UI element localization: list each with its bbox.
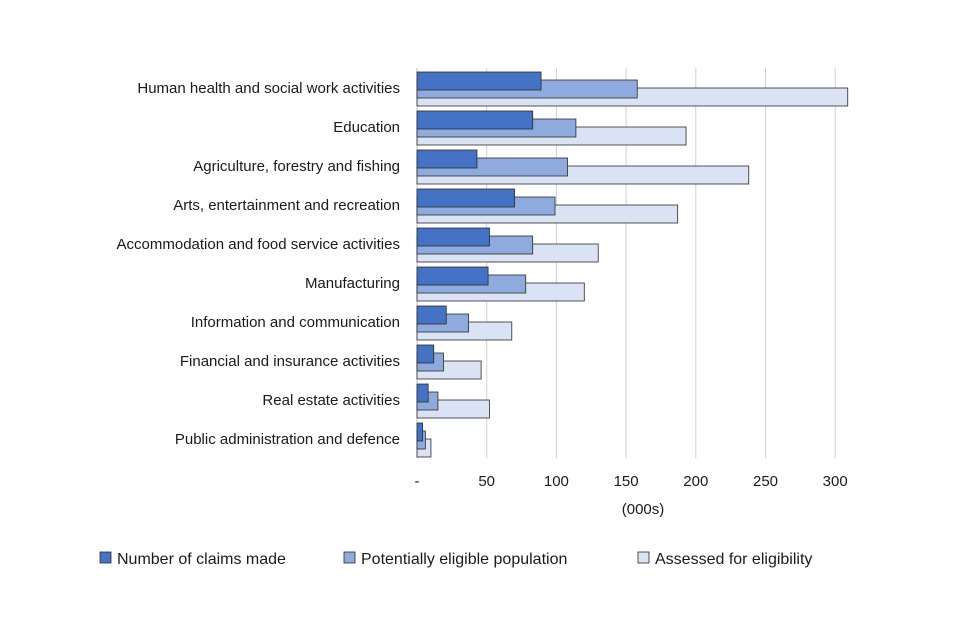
bar-number-of-claims-made: [416, 188, 515, 208]
bar-number-of-claims-made: [416, 227, 490, 247]
bar-number-of-claims-made: [416, 110, 534, 130]
legend-item: Number of claims made: [99, 551, 286, 568]
category-label: Real estate activities: [262, 392, 400, 409]
bar-number-of-claims-made: [416, 383, 429, 403]
legend-label: Assessed for eligibility: [655, 551, 812, 568]
category-label: Manufacturing: [305, 275, 400, 292]
category-label: Arts, entertainment and recreation: [173, 197, 400, 214]
legend-item: Potentially eligible population: [343, 551, 567, 568]
category-labels: Human health and social work activities E…: [117, 80, 400, 448]
bars: [416, 71, 849, 458]
legend-label: Potentially eligible population: [361, 551, 567, 568]
legend-label: Number of claims made: [117, 551, 286, 568]
x-axis-tick-labels: - 50 100 150 200 250 300: [415, 473, 848, 490]
x-tick-label: 300: [823, 473, 848, 490]
x-axis-unit-label: (000s): [622, 501, 665, 518]
legend: Number of claims made Potentially eligibl…: [99, 551, 812, 568]
x-tick-label: 100: [544, 473, 569, 490]
bar-number-of-claims-made: [416, 149, 478, 169]
category-label: Accommodation and food service activitie…: [117, 236, 400, 253]
legend-swatch: [99, 551, 112, 564]
category-label: Financial and insurance activities: [180, 353, 400, 370]
bar-number-of-claims-made: [416, 305, 447, 325]
category-label: Human health and social work activities: [137, 80, 400, 97]
x-tick-label: 200: [683, 473, 708, 490]
category-label: Agriculture, forestry and fishing: [193, 158, 400, 175]
category-label: Education: [333, 119, 400, 136]
category-label: Information and communication: [191, 314, 400, 331]
category-label: Public administration and defence: [175, 431, 400, 448]
legend-item: Assessed for eligibility: [637, 551, 812, 568]
bar-number-of-claims-made: [416, 71, 542, 91]
legend-swatch: [343, 551, 356, 564]
bar-number-of-claims-made: [416, 422, 423, 442]
legend-swatch: [637, 551, 650, 564]
x-tick-label: 150: [614, 473, 639, 490]
x-tick-label: 250: [753, 473, 778, 490]
bar-number-of-claims-made: [416, 266, 489, 286]
x-tick-label: 50: [478, 473, 495, 490]
bar-number-of-claims-made: [416, 344, 435, 364]
x-tick-label: -: [415, 473, 420, 490]
